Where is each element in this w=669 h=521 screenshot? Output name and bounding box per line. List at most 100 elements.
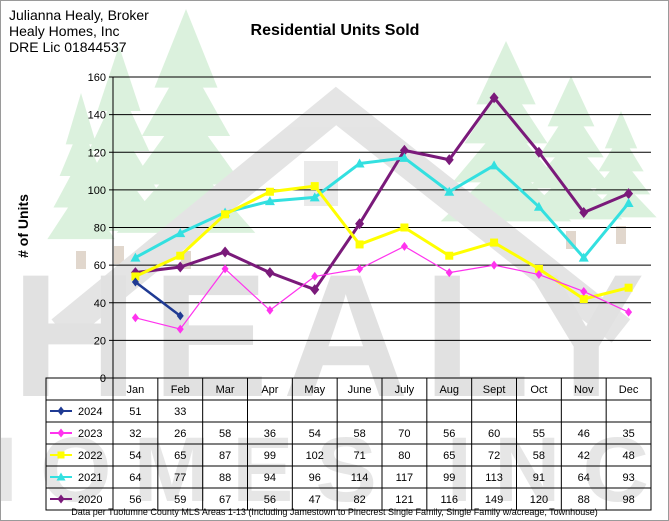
data-point <box>130 252 141 262</box>
legend-label: 2024 <box>78 406 102 418</box>
tree-trunk-mark <box>566 231 576 249</box>
table-value: 58 <box>533 450 545 462</box>
data-point <box>131 277 139 287</box>
tree-mark <box>538 107 604 158</box>
data-point <box>579 294 588 303</box>
table-value: 56 <box>264 494 276 506</box>
tree-mark <box>47 187 115 240</box>
table-value: 65 <box>174 450 186 462</box>
data-point <box>400 241 408 251</box>
table-value: 59 <box>174 494 186 506</box>
house-roof-mark <box>51 86 631 343</box>
data-point <box>400 223 409 232</box>
data-point <box>445 268 453 278</box>
x-tick-label: Aug <box>439 384 459 396</box>
data-point <box>399 144 409 156</box>
table-value: 117 <box>396 472 414 484</box>
table-value: 77 <box>174 472 186 484</box>
data-point <box>265 267 275 279</box>
data-point <box>265 187 274 196</box>
legend-marker <box>57 451 65 459</box>
data-point <box>489 92 499 104</box>
table-value: 32 <box>129 428 141 440</box>
tree-mark <box>65 93 97 145</box>
data-point <box>175 228 186 238</box>
series-line <box>135 245 629 330</box>
data-source-footnote: Data per Tuolumne County MLS Areas 1-13 … <box>71 507 598 517</box>
y-tick-label: 80 <box>94 223 106 235</box>
tree-trunk-mark <box>76 251 86 269</box>
data-point <box>399 152 410 162</box>
table-value: 58 <box>353 428 365 440</box>
legend-marker <box>57 428 65 438</box>
legend-marker <box>57 406 65 416</box>
data-point <box>624 283 633 292</box>
table-value: 26 <box>174 428 186 440</box>
legend-label: 2023 <box>78 428 102 440</box>
table-value: 56 <box>129 494 141 506</box>
table-value: 99 <box>264 450 276 462</box>
y-tick-label: 60 <box>94 260 106 272</box>
tree-mark <box>476 41 536 105</box>
data-point <box>176 324 184 334</box>
y-tick-label: 40 <box>94 298 106 310</box>
x-tick-label: Oct <box>530 384 547 396</box>
data-point <box>625 307 633 317</box>
data-point <box>311 271 319 281</box>
series-line <box>134 184 629 301</box>
y-tick-label: 100 <box>88 185 106 197</box>
table-value: 64 <box>578 472 590 484</box>
data-point <box>310 182 319 191</box>
y-tick-label: 140 <box>88 110 106 122</box>
data-point <box>535 270 543 280</box>
watermark-sub: HOMES INC. <box>1 419 668 520</box>
data-point <box>534 146 544 158</box>
tree-mark <box>59 124 103 176</box>
data-point <box>355 218 365 230</box>
tree-mark <box>547 76 595 127</box>
x-tick-label: June <box>348 384 372 396</box>
tree-mark <box>88 86 150 151</box>
table-value: 94 <box>264 472 276 484</box>
data-point <box>310 284 320 296</box>
tree-mark <box>154 9 218 88</box>
tree-mark <box>53 156 109 208</box>
table-value: 102 <box>306 450 324 462</box>
series-line <box>134 281 182 317</box>
table-value: 116 <box>440 494 458 506</box>
legend-label: 2022 <box>78 450 102 462</box>
data-point <box>445 251 454 260</box>
y-tick-label: 0 <box>100 373 106 385</box>
y-tick-label: 20 <box>94 335 106 347</box>
table-value: 121 <box>395 494 413 506</box>
table-value: 93 <box>622 472 634 484</box>
broker-company: Healy Homes, Inc <box>9 23 120 39</box>
data-point <box>309 192 320 202</box>
data-point <box>355 240 364 249</box>
table-value: 54 <box>309 428 321 440</box>
table-value: 48 <box>622 450 634 462</box>
tree-mark <box>585 180 657 218</box>
y-tick-label: 160 <box>88 72 106 84</box>
data-point <box>624 188 634 200</box>
data-point <box>579 206 589 218</box>
tree-mark <box>452 119 560 183</box>
x-tick-label: July <box>395 384 415 396</box>
table-value: 96 <box>309 472 321 484</box>
data-point <box>354 158 365 168</box>
data-point <box>623 198 634 208</box>
data-point <box>444 154 454 166</box>
table-value: 99 <box>443 472 455 484</box>
table-value: 98 <box>622 494 634 506</box>
table-value: 88 <box>219 472 231 484</box>
table-value: 51 <box>129 406 141 418</box>
data-point <box>266 305 274 315</box>
data-point <box>131 272 140 281</box>
legend-marker <box>56 472 66 481</box>
data-point <box>176 311 184 321</box>
x-tick-label: Feb <box>171 384 190 396</box>
broker-license: DRE Lic 01844537 <box>9 39 127 55</box>
x-tick-label: Sept <box>483 384 506 396</box>
data-point <box>489 160 500 170</box>
table-value: 56 <box>443 428 455 440</box>
